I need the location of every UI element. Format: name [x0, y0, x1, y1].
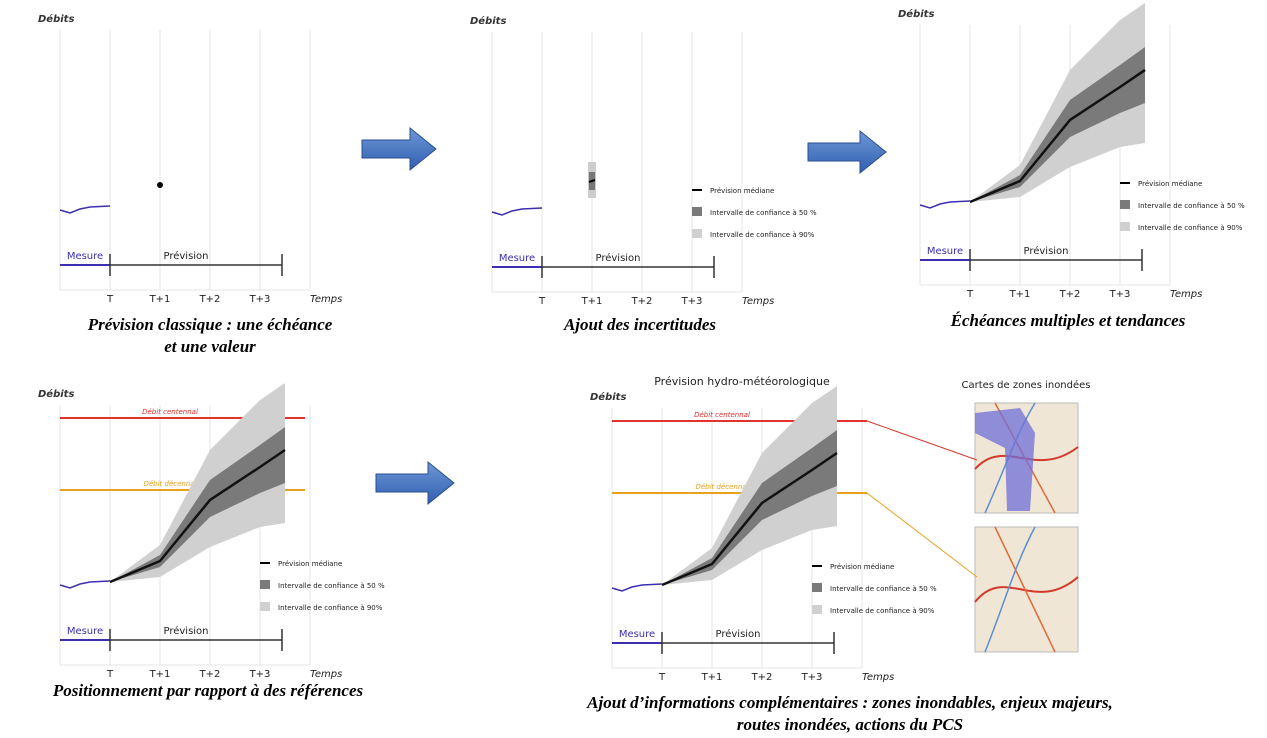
panel: Débits Mesure Prévision T T+1 T+2 T+3 Temps [38, 13, 342, 305]
forecast-point [157, 182, 163, 188]
x-tick-label: T+2 [199, 669, 221, 680]
forecast-label: Prévision [595, 252, 640, 264]
measure-curve [60, 206, 110, 213]
y-axis-label: Débits [590, 391, 626, 403]
measure-curve [920, 201, 970, 208]
reference-label: Débit centennal [694, 411, 750, 419]
x-tick-label: T [658, 672, 666, 683]
x-axis-title: Temps [862, 672, 894, 683]
measure-curve [492, 208, 542, 215]
x-tick-label: T+3 [801, 672, 823, 683]
x-axis-title: Temps [310, 669, 342, 680]
x-tick-label: T [106, 294, 114, 305]
legend-label: Intervalle de confiance à 50 % [710, 209, 817, 217]
arrow [808, 131, 886, 173]
caption: Positionnement par rapport à des référen… [52, 681, 364, 700]
reference-label: Débit décennal [143, 480, 196, 488]
x-axis-title: Temps [310, 294, 342, 305]
legend-swatch [260, 602, 270, 611]
x-axis-title: Temps [1170, 289, 1202, 300]
reference-label: Débit centennal [142, 408, 198, 416]
x-tick-label: T [106, 669, 114, 680]
x-tick-label: T+1 [149, 294, 171, 305]
legend-swatch [260, 580, 270, 589]
panel: Débits Débit centennal Débit décennal Prévi… [38, 383, 385, 680]
forecast-label: Prévision [715, 628, 760, 640]
x-tick-label: T+3 [1109, 289, 1131, 300]
caption: et une valeur [164, 337, 256, 356]
x-tick-label: T+1 [1009, 289, 1031, 300]
legend-label: Prévision médiane [1138, 180, 1202, 188]
legend-label: Intervalle de confiance à 50 % [278, 582, 385, 590]
x-tick-label: T+1 [149, 669, 171, 680]
legend-label: Intervalle de confiance à 50 % [1138, 202, 1245, 210]
reference-label: Débit décennal [695, 483, 748, 491]
legend-swatch [692, 229, 702, 238]
y-axis-label: Débits [470, 15, 506, 27]
legend-label: Intervalle de confiance à 90% [1138, 224, 1243, 232]
x-tick-label: T+2 [199, 294, 221, 305]
arrow [362, 128, 436, 170]
legend-label: Intervalle de confiance à 90% [830, 607, 935, 615]
panel: Débits Prévision médiane Intervalle de con… [898, 3, 1245, 300]
legend-swatch [1120, 222, 1130, 231]
measure-label: Mesure [67, 251, 103, 262]
panel-title: Prévision hydro-météorologique [654, 375, 830, 388]
measure-curve [612, 584, 662, 591]
legend-swatch [812, 605, 822, 614]
legend-label: Intervalle de confiance à 50 % [830, 585, 937, 593]
panel: Débits Débit centennal Débit décennal Prévi… [590, 386, 937, 683]
connector [867, 421, 977, 460]
y-axis-label: Débits [38, 388, 74, 400]
y-axis-label: Débits [38, 13, 74, 25]
x-tick-label: T+1 [581, 296, 603, 307]
measure-curve [60, 581, 110, 588]
legend-swatch [1120, 200, 1130, 209]
x-tick-label: T+2 [1059, 289, 1081, 300]
forecast-label: Prévision [1023, 245, 1068, 257]
measure-label: Mesure [67, 626, 103, 637]
legend-swatch [692, 207, 702, 216]
maps-title: Cartes de zones inondées [961, 379, 1090, 391]
forecast-label: Prévision [163, 625, 208, 637]
panel: Débits Prévision médiane Intervalle de con… [470, 15, 817, 307]
forecast-label: Prévision [163, 250, 208, 262]
measure-label: Mesure [499, 253, 535, 264]
legend-swatch [812, 583, 822, 592]
x-tick-label: T+3 [249, 294, 271, 305]
arrow [376, 462, 454, 504]
measure-label: Mesure [927, 246, 963, 257]
diagram: Débits Mesure Prévision T T+1 T+2 T+3 Temps Prév… [0, 0, 1267, 738]
x-tick-label: T+2 [631, 296, 653, 307]
caption: Ajout d’informations complémentaires : z… [586, 693, 1113, 712]
caption: routes inondées, actions du PCS [737, 715, 963, 734]
legend-label: Intervalle de confiance à 90% [710, 231, 815, 239]
x-tick-label: T [966, 289, 974, 300]
x-tick-label: T [538, 296, 546, 307]
legend-label: Intervalle de confiance à 90% [278, 604, 383, 612]
x-tick-label: T+3 [681, 296, 703, 307]
legend-label: Prévision médiane [830, 563, 894, 571]
legend-label: Prévision médiane [278, 560, 342, 568]
caption: Prévision classique : une échéance [87, 315, 333, 334]
y-axis-label: Débits [898, 8, 934, 20]
x-tick-label: T+1 [701, 672, 723, 683]
caption: Échéances multiples et tendances [950, 311, 1186, 330]
x-axis-title: Temps [742, 296, 774, 307]
x-tick-label: T+3 [249, 669, 271, 680]
legend-label: Prévision médiane [710, 187, 774, 195]
x-tick-label: T+2 [751, 672, 773, 683]
measure-label: Mesure [619, 629, 655, 640]
caption: Ajout des incertitudes [563, 315, 716, 334]
